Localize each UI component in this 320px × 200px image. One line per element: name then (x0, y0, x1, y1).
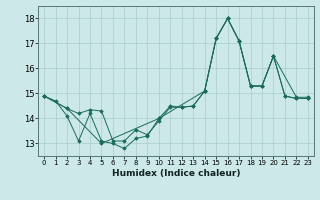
X-axis label: Humidex (Indice chaleur): Humidex (Indice chaleur) (112, 169, 240, 178)
